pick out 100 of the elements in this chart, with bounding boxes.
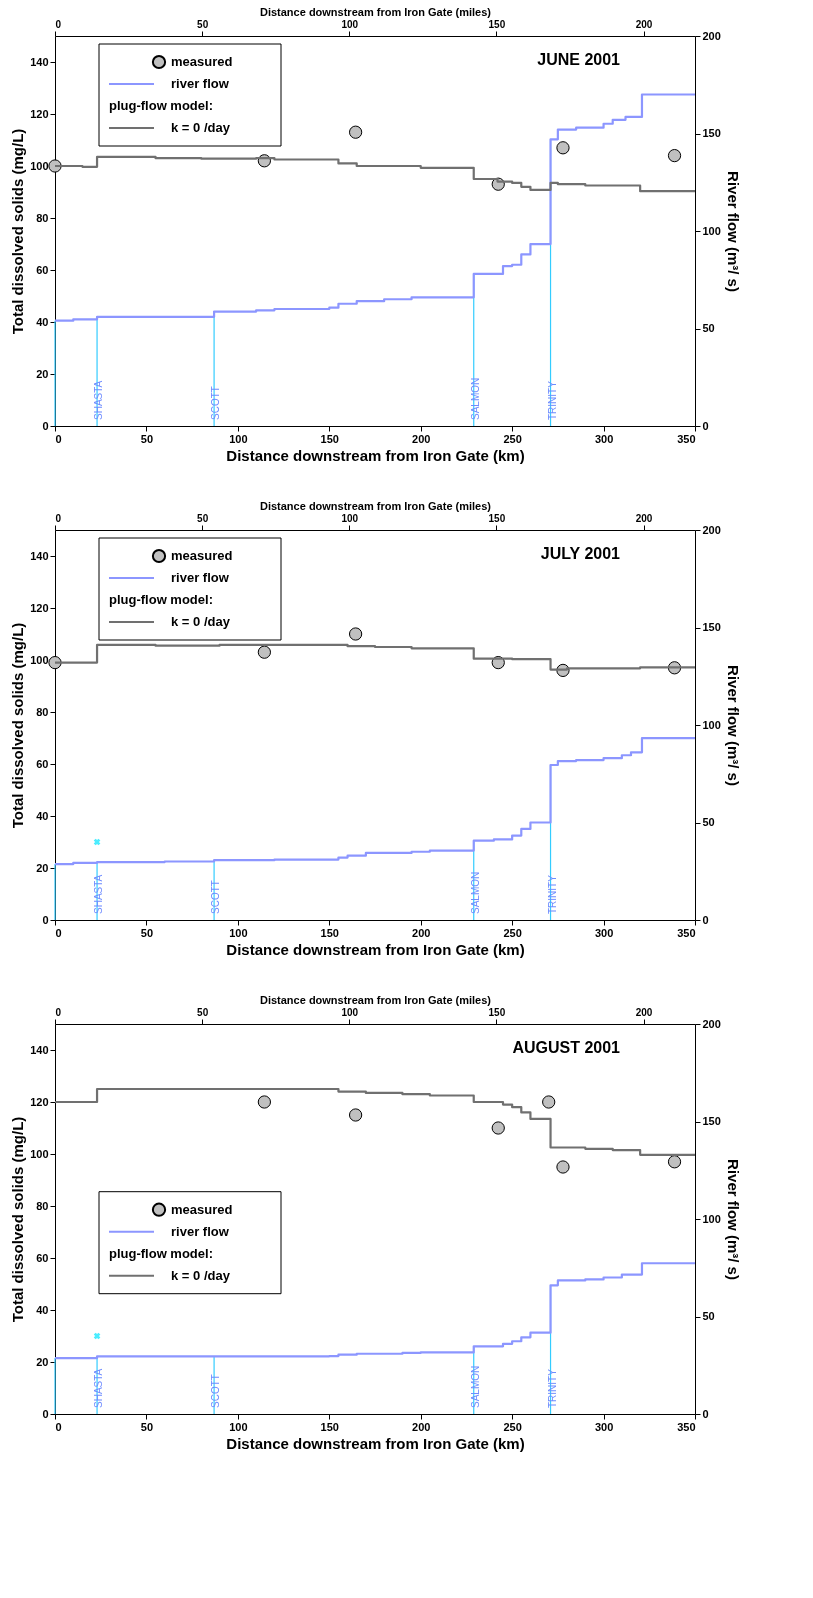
x2-tick-label: 150 xyxy=(488,18,506,30)
legend-label: k = 0 /day xyxy=(171,120,231,135)
ref-line-label: TRINITY xyxy=(546,1368,558,1408)
x-tick-label: 150 xyxy=(320,432,339,445)
legend-label: measured xyxy=(171,1201,233,1217)
y-axis-title: Total dissolved solids (mg/L) xyxy=(9,622,27,829)
legend-label: measured xyxy=(171,548,233,563)
y-tick-label: 100 xyxy=(30,159,49,172)
y-tick-label: 100 xyxy=(30,1147,49,1160)
y-tick-label: 0 xyxy=(42,419,49,432)
ref-line-label: SHASTA xyxy=(93,1368,105,1408)
y2-tick-label: 0 xyxy=(702,419,709,432)
x-axis-title: Distance downstream from Iron Gate (km) xyxy=(226,1434,525,1452)
y2-tick-label: 50 xyxy=(702,816,715,828)
legend-label: river flow xyxy=(171,76,230,91)
ref-line-label: SCOTT xyxy=(210,1374,222,1408)
ref-line-label: SHASTA xyxy=(93,380,105,420)
x-tick-label: 300 xyxy=(594,926,614,939)
ref-line-label: SCOTT xyxy=(210,386,222,420)
x2-tick-label: 50 xyxy=(197,1006,209,1018)
x-tick-label: 100 xyxy=(229,1420,248,1433)
point xyxy=(556,1160,570,1174)
x2-tick-label: 150 xyxy=(488,512,506,524)
ref-line-label: SALMON xyxy=(469,1365,481,1408)
y2-tick-label: 50 xyxy=(702,1310,715,1322)
y-tick-label: 100 xyxy=(30,653,49,666)
point xyxy=(257,1095,271,1109)
y-tick-label: 120 xyxy=(30,601,49,614)
x-tick-label: 250 xyxy=(503,432,522,445)
x2-axis-title: Distance downstream from Iron Gate (miles) xyxy=(259,993,492,1006)
point xyxy=(667,1155,682,1169)
point xyxy=(348,125,363,139)
y2-tick-label: 100 xyxy=(702,718,721,731)
y2-axis-title: River flow (m³/ s) xyxy=(724,665,742,786)
x2-tick-label: 200 xyxy=(635,512,653,524)
legend-label: k = 0 /day xyxy=(171,614,231,629)
x2-tick-label: 200 xyxy=(635,18,653,30)
y-tick-label: 140 xyxy=(30,549,49,562)
point xyxy=(348,627,363,641)
x2-axis-title: Distance downstream from Iron Gate (miles) xyxy=(259,499,492,512)
y2-tick-label: 150 xyxy=(702,127,721,139)
point xyxy=(257,645,271,659)
legend-label: k = 0 /day xyxy=(171,1267,231,1283)
y-tick-label: 80 xyxy=(36,1199,49,1212)
legend-label: river flow xyxy=(171,570,230,585)
y2-axis-title: River flow (m³/ s) xyxy=(724,1159,742,1280)
y-axis-title: Total dissolved solids (mg/L) xyxy=(9,128,27,335)
x-tick-label: 350 xyxy=(677,926,696,939)
x-tick-label: 350 xyxy=(677,1420,696,1433)
y2-tick-label: 200 xyxy=(702,29,721,42)
x-tick-label: 150 xyxy=(320,926,339,939)
y2-tick-label: 50 xyxy=(702,322,715,334)
y-tick-label: 20 xyxy=(36,861,49,874)
ref-line-label: SCOTT xyxy=(210,880,222,914)
x-tick-label: 250 xyxy=(503,926,522,939)
x-tick-label: 0 xyxy=(55,432,62,445)
y-tick-label: 40 xyxy=(36,315,49,328)
y-tick-label: 60 xyxy=(36,757,49,770)
x2-tick-label: 150 xyxy=(488,1006,506,1018)
point xyxy=(348,1108,363,1122)
x-tick-label: 200 xyxy=(412,432,431,445)
x-axis-title: Distance downstream from Iron Gate (km) xyxy=(226,446,525,464)
x-tick-label: 50 xyxy=(140,1420,154,1433)
y-tick-label: 80 xyxy=(36,705,49,718)
x-tick-label: 200 xyxy=(412,926,431,939)
y-tick-label: 40 xyxy=(36,809,49,822)
x-tick-label: 150 xyxy=(320,1420,339,1433)
y-tick-label: 80 xyxy=(36,211,49,224)
x-tick-label: 200 xyxy=(412,1420,431,1433)
y-tick-label: 20 xyxy=(36,1355,49,1368)
point xyxy=(556,141,570,155)
point xyxy=(491,1121,505,1135)
y-axis-title: Total dissolved solids (mg/L) xyxy=(9,1116,27,1323)
y2-tick-label: 100 xyxy=(702,1212,721,1225)
x2-tick-label: 0 xyxy=(55,18,62,30)
ref-line-label: SALMON xyxy=(469,377,481,420)
legend-label: measured xyxy=(171,54,233,69)
y-tick-label: 140 xyxy=(30,1043,49,1056)
ref-line-label: SALMON xyxy=(469,871,481,914)
ref-line-label: SHASTA xyxy=(93,874,105,914)
ref-line-label: TRINITY xyxy=(546,874,558,914)
y2-tick-label: 200 xyxy=(702,1017,721,1030)
y-tick-label: 0 xyxy=(42,913,49,926)
x-tick-label: 0 xyxy=(55,926,62,939)
text: JUNE 2001 xyxy=(537,51,621,68)
y-tick-label: 0 xyxy=(42,1407,49,1420)
y-tick-label: 20 xyxy=(36,367,49,380)
text: AUGUST 2001 xyxy=(512,1039,621,1056)
point xyxy=(667,148,682,163)
point xyxy=(542,1095,556,1109)
x-tick-label: 350 xyxy=(677,432,696,445)
y-tick-label: 120 xyxy=(30,107,49,120)
y2-tick-label: 0 xyxy=(702,913,709,926)
x-axis-title: Distance downstream from Iron Gate (km) xyxy=(226,940,525,958)
legend-title: plug-flow model: xyxy=(109,98,213,113)
x-tick-label: 50 xyxy=(140,926,154,939)
y-tick-label: 140 xyxy=(30,55,49,68)
x-tick-label: 300 xyxy=(594,1420,614,1433)
y2-tick-label: 100 xyxy=(702,224,721,237)
y2-tick-label: 200 xyxy=(702,523,721,536)
